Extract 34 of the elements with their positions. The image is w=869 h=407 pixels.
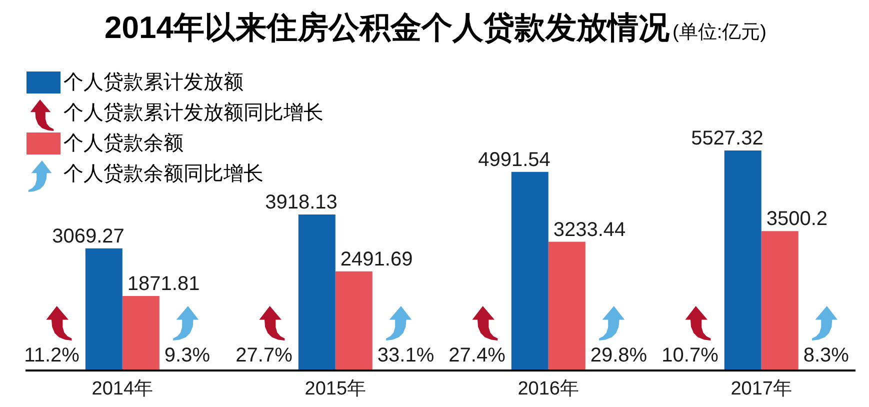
legend-label: 个人贷款余额 — [64, 132, 184, 154]
x-tick-label: 2016年 — [518, 378, 580, 400]
annotation: 27.7% — [236, 344, 293, 366]
annotation: 个人贷款余额同比增长 — [64, 163, 264, 185]
bar — [761, 231, 798, 370]
bar — [122, 296, 160, 370]
bar — [335, 271, 372, 370]
chart-subtitle: (单位:亿元) — [672, 22, 766, 43]
x-tick-label: 2017年 — [730, 378, 792, 400]
data-label: 2491.69 — [340, 248, 413, 270]
annotation: 10.7% — [662, 344, 719, 366]
x-tick-label: 2015年 — [304, 378, 366, 400]
annotation: 9.3% — [164, 344, 210, 366]
annotation: 27.4% — [448, 344, 506, 366]
chart-title: 2014年以来住房公积金个人贷款发放情况 — [104, 10, 670, 45]
bar — [724, 150, 762, 370]
annotation: 11.2% — [24, 344, 80, 366]
x-tick-label: 2014年 — [92, 378, 154, 400]
bar — [85, 248, 122, 370]
bar — [298, 214, 336, 370]
data-label: 1871.81 — [127, 273, 200, 295]
text: 个人贷款累计发放额同比增长 — [64, 102, 324, 124]
annotation: 8.3% — [803, 344, 850, 366]
annotation: 33.1% — [377, 344, 434, 366]
data-label: 3918.13 — [265, 192, 338, 214]
data-label: 5527.32 — [691, 128, 764, 150]
data-label: 3500.2 — [766, 208, 828, 230]
bar — [548, 242, 586, 370]
data-label: 4991.54 — [478, 148, 550, 171]
legend-label: 个人贷款累计发放额 — [64, 72, 244, 94]
data-label: 3233.44 — [553, 218, 626, 241]
annotation: 29.8% — [590, 344, 648, 366]
bar — [511, 172, 548, 370]
data-label: 3069.27 — [52, 225, 124, 248]
